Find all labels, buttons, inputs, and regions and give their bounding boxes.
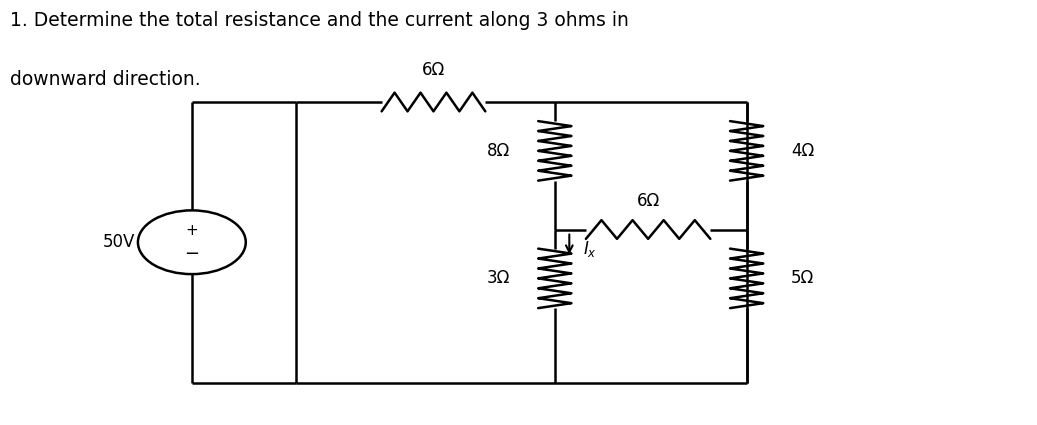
Text: 6Ω: 6Ω	[422, 61, 445, 79]
Text: downward direction.: downward direction.	[10, 70, 201, 89]
Text: +: +	[186, 223, 198, 238]
Text: 3Ω: 3Ω	[486, 269, 510, 287]
Text: 8Ω: 8Ω	[487, 142, 510, 160]
Text: $I_x$: $I_x$	[583, 238, 596, 259]
Text: 4Ω: 4Ω	[791, 142, 814, 160]
Text: 50V: 50V	[103, 233, 136, 251]
Text: 6Ω: 6Ω	[637, 193, 660, 210]
Text: −: −	[185, 245, 199, 264]
Text: 5Ω: 5Ω	[791, 269, 814, 287]
Text: 1. Determine the total resistance and the current along 3 ohms in: 1. Determine the total resistance and th…	[10, 11, 629, 30]
